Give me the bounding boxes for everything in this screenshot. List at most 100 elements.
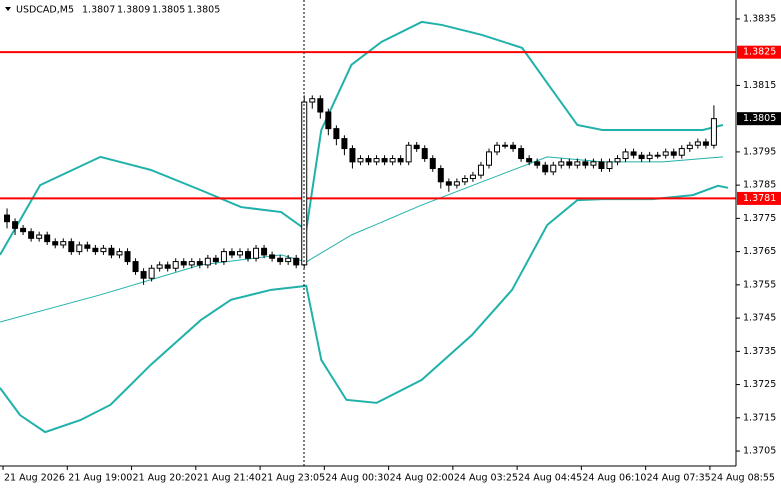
band-line [0,20,724,256]
y-tick-label: 1.3735 [743,346,776,357]
candle-body [317,98,324,113]
candle-body [172,261,179,269]
y-tick-label: 1.3795 [743,146,776,157]
header-high: 1.3809 [117,5,150,16]
x-tick-label: 21 Aug 21:40 [197,473,261,484]
candle-body [92,247,99,253]
candle-body [245,251,252,259]
x-tick-label: 24 Aug 07:35 [647,473,711,484]
candle-body [574,161,581,166]
level-label-box [737,191,781,205]
x-tick-label: 24 Aug 02:00 [390,473,454,484]
x-tick-label: 21 Aug 23:05 [261,473,325,484]
candle-body [429,158,436,170]
candle-body [558,161,565,166]
candle-body [277,257,284,263]
candle-body [212,257,219,263]
candle-body [421,148,428,160]
candle-body [4,214,11,223]
x-tick-label: 21 Aug 19:00 [68,473,132,484]
y-tick-label: 1.3815 [743,80,776,91]
candle-body [445,181,452,186]
candle-body [638,154,645,160]
candle-body [542,164,549,173]
candle-body [437,168,444,183]
candle-body [84,244,91,249]
candle-body [702,141,709,146]
candle-body [293,257,300,266]
candle-body [140,271,147,279]
candle-body [534,161,541,166]
x-tick-label: 24 Aug 04:45 [518,473,582,484]
y-tick-label: 1.3725 [743,379,776,390]
candle-body [269,254,276,259]
y-tick-label: 1.3785 [743,180,776,191]
candle-body [622,151,629,160]
candle-body [381,158,388,163]
candle-body [180,261,187,266]
header-open: 1.3807 [82,5,115,16]
candle-body [164,264,171,269]
candle-body [333,128,340,140]
candle-body [510,144,517,150]
candle-body [124,251,131,263]
symbol-label: USDCAD,M5 [16,5,74,16]
candle-body [228,251,235,256]
candle-body [76,244,83,253]
y-tick-label: 1.3745 [743,313,776,324]
candle-body [156,264,163,269]
candle-body [365,158,372,163]
candle-body [261,247,268,256]
candle-body [253,247,260,259]
x-tick-label: 24 Aug 03:25 [454,473,518,484]
candle-body [590,161,597,166]
candle-body [461,177,468,183]
candle-body [28,231,35,239]
candle-body [204,257,211,266]
bid-label: 1.3805 [743,113,776,124]
candle-body [518,148,525,160]
level-label: 1.3781 [743,193,776,204]
plot-area [0,20,736,434]
band-line [0,156,723,323]
candle-body [630,151,637,156]
x-tick-label: 24 Aug 06:10 [582,473,646,484]
candle-body [614,158,621,163]
candle-body [598,161,605,170]
candle-body [405,144,412,163]
x-tick-label: 21 Aug 2026 [4,473,65,484]
header-low: 1.3805 [152,5,185,16]
candle-body [678,148,685,156]
candle-body [357,158,364,163]
candle-body [100,247,107,253]
candle-body [550,164,557,173]
candle-body [132,261,139,273]
candle-body [662,151,669,156]
candle-body [646,154,653,160]
candle-body [494,144,501,153]
candle-body [397,158,404,163]
candle-body [309,98,316,103]
candle-body [469,174,476,179]
x-tick-label: 21 Aug 20:20 [133,473,197,484]
candle-body [220,251,227,263]
candle-body [654,154,661,157]
candle-body [12,221,19,229]
candle-body [453,181,460,186]
menu-triangle[interactable] [5,7,11,11]
candle-body [582,161,589,166]
candle-body [60,241,67,246]
candle-body [710,118,717,146]
y-tick-label: 1.3765 [743,246,776,257]
candle-body [148,267,155,279]
candle-body [477,164,484,176]
candle-body [686,144,693,150]
candle-body [188,261,195,266]
header-close: 1.3805 [187,5,220,16]
candle-body [196,261,203,266]
candle-body [52,241,59,246]
y-tick-label: 1.3715 [743,412,776,423]
